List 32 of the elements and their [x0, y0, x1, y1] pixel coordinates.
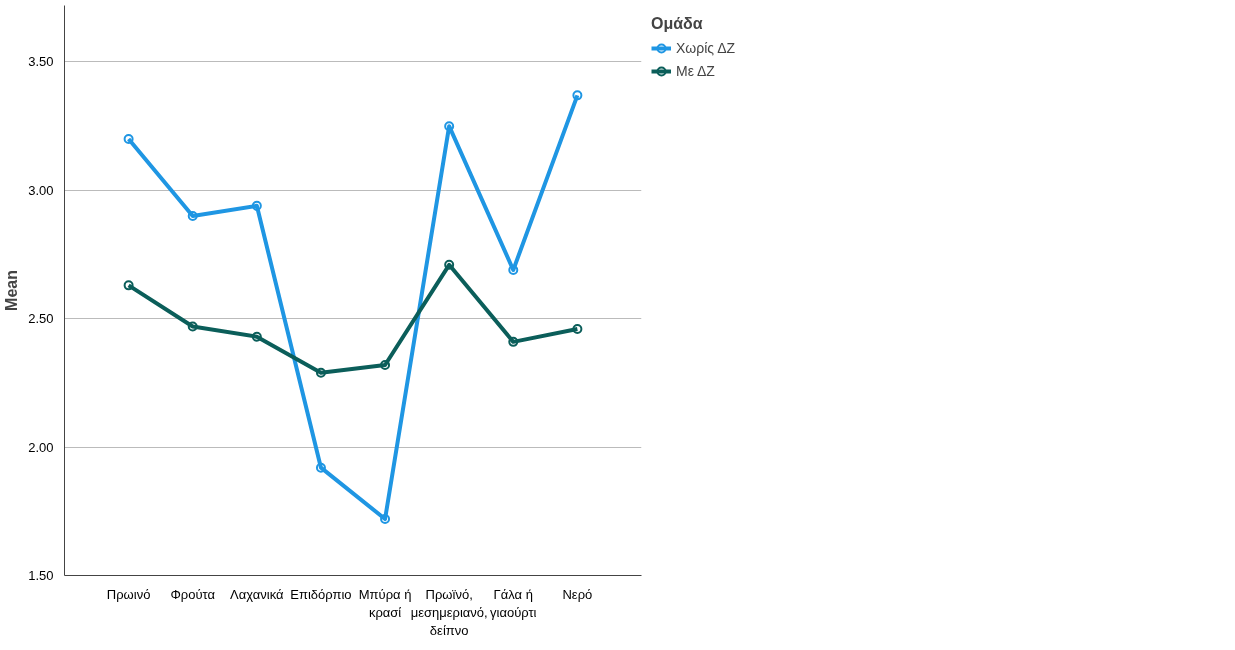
legend-label: Χωρίς ΔΖ: [676, 40, 736, 56]
y-tick-label: 2.00: [28, 439, 54, 455]
point: [187, 211, 198, 222]
point: [251, 200, 262, 211]
point: [572, 90, 583, 101]
x-tick-label: Γάλα ή γιαούρτι: [490, 586, 537, 620]
point: [315, 367, 326, 378]
y-tick-label: 3.00: [28, 182, 54, 198]
x-tick-label: Λαχανικά: [230, 586, 285, 602]
x-tick-label: Πρωινό: [106, 586, 151, 602]
y-axis-title: Mean: [3, 270, 21, 311]
point: [572, 324, 583, 335]
point: [251, 331, 262, 342]
x-tick-label: Φρούτα: [170, 586, 216, 602]
y-tick-label: 2.50: [28, 311, 54, 327]
y-tick-label: 3.50: [28, 54, 54, 70]
x-tick-label: Πρωϊνό, μεσημεριανό, δείπνο: [410, 586, 488, 638]
point: [123, 134, 134, 145]
legend-label: Με ΔΖ: [676, 63, 715, 79]
point: [380, 514, 391, 525]
x-tick-label: Νερό: [562, 586, 593, 602]
x-tick-label: Επιδόρπιο: [290, 586, 352, 602]
point: [444, 121, 455, 132]
point: [187, 321, 198, 332]
point: [508, 336, 519, 347]
point: [380, 359, 391, 370]
point: [444, 259, 455, 270]
x-tick-label: Μπύρα ή κρασί: [358, 586, 412, 620]
y-tick-label: 1.50: [28, 568, 54, 583]
point: [123, 280, 134, 291]
point: [315, 462, 326, 473]
legend-title: Ομάδα: [651, 15, 704, 33]
